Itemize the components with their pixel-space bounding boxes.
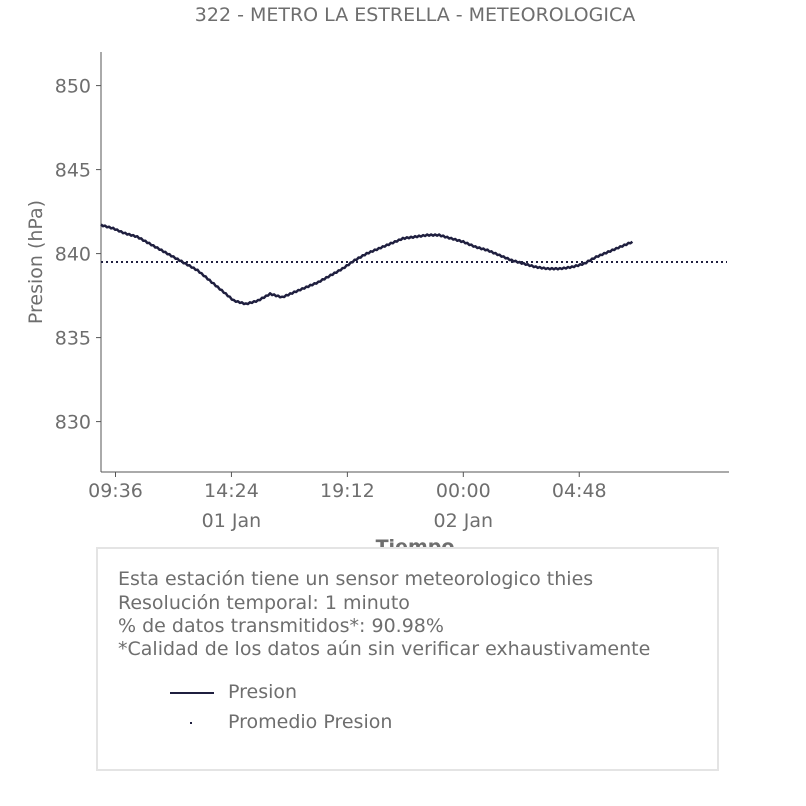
x-tick-sublabel: 01 Jan: [202, 510, 262, 532]
info-line-sensor: Esta estación tiene un sensor meteorolog…: [118, 568, 594, 590]
legend-label-promedio: Promedio Presion: [228, 711, 393, 733]
x-tick-sublabel: 02 Jan: [434, 510, 494, 532]
x-tick-label: 19:12: [320, 480, 375, 502]
legend-label-presion: Presion: [228, 681, 298, 703]
y-tick-label: 835: [55, 328, 91, 350]
x-tick-label: 09:36: [88, 480, 143, 502]
info-line-quality: *Calidad de los datos aún sin verificar …: [118, 638, 651, 660]
chart-title: 322 - METRO LA ESTRELLA - METEOROLOGICA: [195, 4, 635, 26]
info-line-transmitted: % de datos transmitidos*: 90.98%: [118, 615, 444, 637]
y-tick-label: 850: [55, 76, 91, 98]
y-tick-label: 830: [55, 412, 91, 434]
x-tick-label: 04:48: [552, 480, 607, 502]
x-tick-label: 00:00: [436, 480, 491, 502]
y-ticks: 830 835 840 845 850: [55, 76, 101, 434]
axes: [100, 52, 729, 473]
info-line-resolution: Resolución temporal: 1 minuto: [118, 592, 410, 614]
legend-swatch-promedio: [190, 722, 192, 724]
legend-swatch-presion: [170, 692, 214, 694]
info-box: Esta estación tiene un sensor meteorolog…: [96, 547, 719, 771]
y-axis-label: Presion (hPa): [25, 200, 47, 324]
y-tick-label: 840: [55, 244, 91, 266]
y-tick-label: 845: [55, 160, 91, 182]
series-layer: [100, 223, 727, 306]
x-tick-label: 14:24: [204, 480, 259, 502]
series-presion-line: [100, 223, 634, 306]
x-ticks: 09:36 14:24 01 Jan 19:12 00:00 02 Jan 04:48: [88, 472, 607, 532]
